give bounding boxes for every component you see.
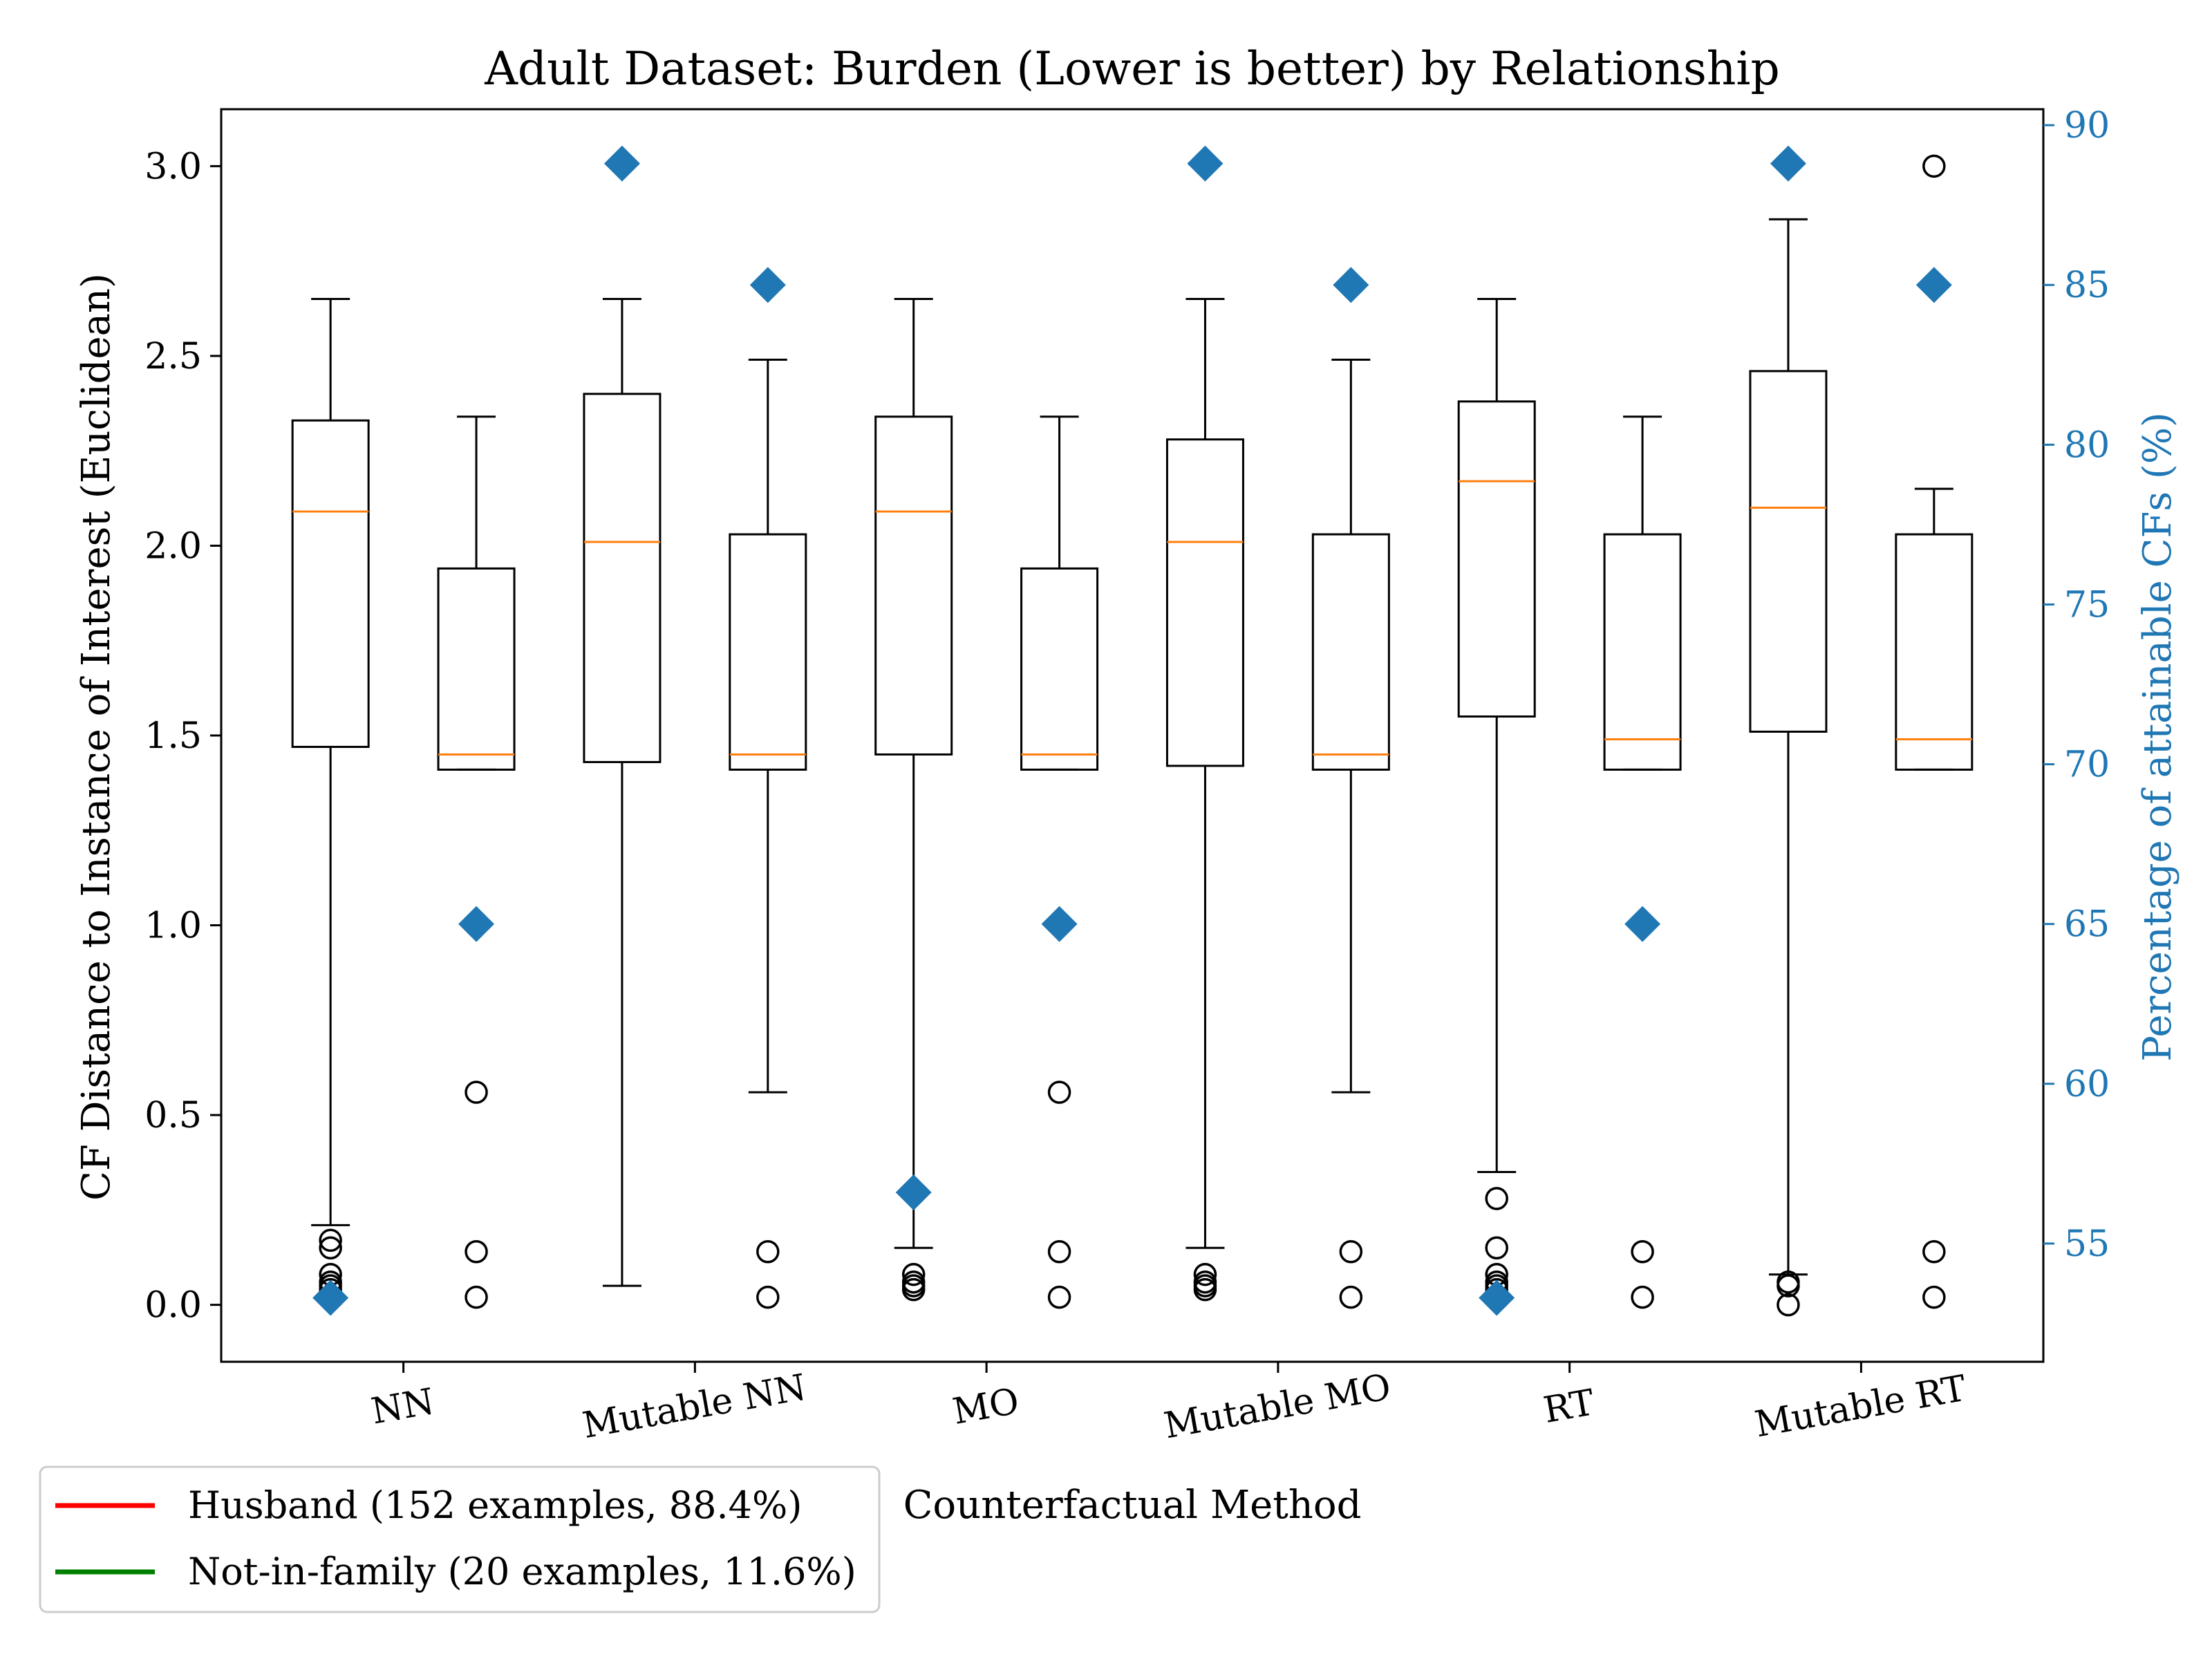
percent-marker [1479,1280,1515,1316]
outlier-point [465,1285,488,1309]
outlier-point [756,1240,780,1264]
percent-marker [749,267,786,303]
box-iqr [583,393,662,763]
y2-tick-label: 70 [2064,744,2110,786]
y2-tick-label: 55 [2064,1224,2110,1265]
y-axis-right: 55 60 65 70 75 80 85 90 [2043,105,2110,1265]
y2-tick-label: 75 [2064,584,2110,626]
outlier-point [1047,1080,1071,1104]
x-tick-label: NN [368,1381,438,1433]
box-group [1895,154,1974,1309]
box-group [1749,218,1828,1317]
outlier-point [1922,154,1946,178]
y2-tick-label: 60 [2064,1064,2110,1105]
outlier-point [1922,1240,1946,1264]
x-tick-label: RT [1541,1382,1598,1432]
box-group [1165,298,1244,1302]
x-axis-label: Counterfactual Method [903,1483,1362,1528]
box-group [1457,298,1536,1302]
box-iqr [1165,438,1244,767]
box-iqr [1311,533,1390,771]
outlier-point [1047,1285,1071,1309]
plot-area [291,154,1974,1317]
y2-tick-label: 85 [2064,265,2110,306]
box-iqr [1895,533,1974,771]
outlier-point [1485,1187,1508,1210]
x-tick-label: Mutable MO [1161,1367,1394,1447]
y2-axis-label: Percentage of attainable CFs (%) [2135,412,2180,1062]
percent-marker [312,1280,349,1316]
box-group [1311,358,1390,1309]
percent-marker [1624,906,1661,942]
y2-tick-label: 80 [2064,424,2110,466]
outlier-point [1922,1285,1946,1309]
legend-label-husband: Husband (152 examples, 88.4%) [188,1483,802,1527]
x-tick-label: MO [950,1380,1022,1433]
outlier-point [1777,1293,1800,1317]
outlier-point [901,1277,926,1302]
outlier-point [1339,1240,1363,1264]
y-tick-label: 3.0 [144,146,202,187]
y-tick-label: 0.5 [144,1095,202,1136]
percent-markers [312,145,1952,1316]
box-group [437,415,516,1309]
box-iqr [1020,567,1099,771]
y-tick-label: 2.5 [144,336,202,377]
y-tick-label: 2.0 [144,525,202,567]
box-group [583,298,662,1287]
y-axis-label: CF Distance to Instance of Interest (Euc… [74,273,119,1201]
box-group [729,358,807,1309]
box-iqr [1457,400,1536,718]
box-iqr [874,415,953,756]
percent-marker [1187,145,1224,182]
box-iqr [1749,370,1828,733]
percent-marker [1915,267,1952,303]
legend-label-not-in-family: Not-in-family (20 examples, 11.6%) [188,1550,856,1593]
box-iqr [729,533,807,771]
percent-marker [458,906,495,942]
y2-tick-label: 65 [2064,904,2110,946]
outlier-point [1485,1236,1508,1260]
legend-frame [39,1465,881,1613]
box-iqr [437,567,516,771]
percent-marker [1333,267,1369,303]
outlier-point [901,1262,926,1286]
y-tick-label: 1.0 [144,906,202,947]
percent-marker [1770,145,1806,182]
box-group [1603,415,1682,1309]
y-tick-label: 0.0 [144,1285,202,1327]
y-tick-label: 1.5 [144,715,202,757]
percent-marker [1041,906,1078,942]
y2-tick-label: 90 [2064,105,2110,147]
x-tick-label: Mutable RT [1752,1368,1969,1446]
outlier-point [1339,1285,1363,1309]
outlier-point [1631,1240,1654,1264]
outlier-point [319,1236,342,1260]
box-group [874,298,953,1302]
x-tick-label: Mutable NN [579,1367,809,1447]
legend: Husband (152 examples, 88.4%) Not-in-fam… [39,1465,881,1613]
percent-marker [603,145,640,182]
outlier-point [1193,1277,1217,1302]
outlier-point [1631,1285,1654,1309]
x-axis: NN Mutable NN MO Mutable MO RT Mutable RT [368,1362,1969,1447]
percent-marker [895,1174,932,1211]
box-iqr [1603,533,1682,771]
outlier-point [319,1228,342,1253]
outlier-point [756,1285,780,1309]
y-axis-left: 0.0 0.5 1.0 1.5 2.0 2.5 3.0 [144,146,221,1327]
outlier-point [1047,1240,1071,1264]
outlier-point [465,1240,488,1264]
box-group [1020,415,1099,1309]
box-iqr [291,419,370,748]
outlier-point [1193,1262,1217,1286]
box-group [291,298,370,1302]
plot-frame [220,108,2045,1363]
outlier-point [1777,1274,1800,1297]
chart-title: Adult Dataset: Burden (Lower is better) … [484,42,1780,95]
outlier-point [465,1080,488,1104]
